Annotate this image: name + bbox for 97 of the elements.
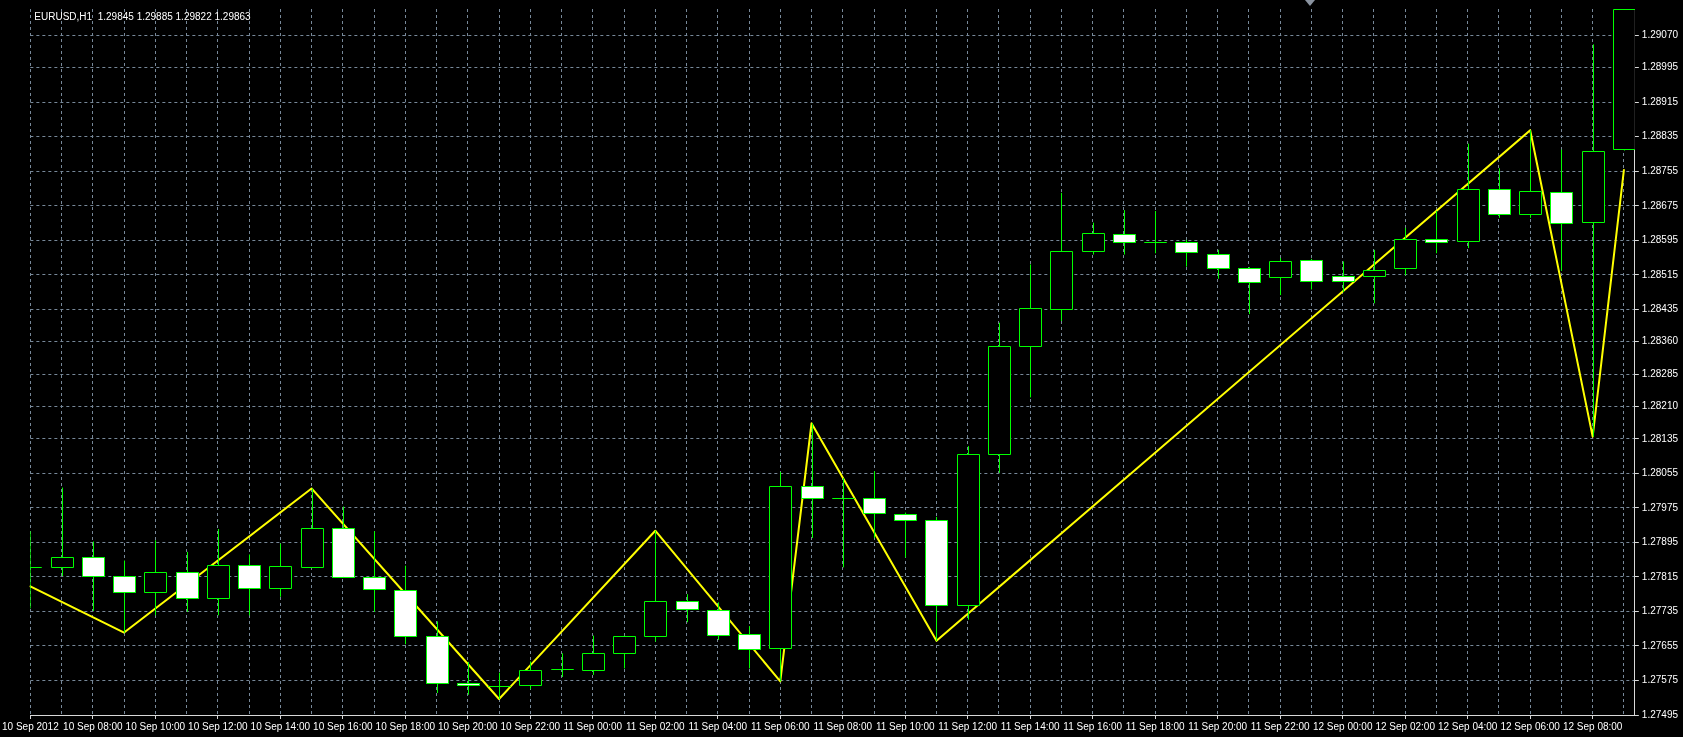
x-tick-label: 11 Sep 20:00 xyxy=(1188,720,1248,732)
x-tick-label: 11 Sep 14:00 xyxy=(1000,720,1061,732)
x-tick-label: 10 Sep 16:00 xyxy=(313,720,374,732)
candlestick xyxy=(176,551,199,613)
x-tick-label: 12 Sep 06:00 xyxy=(1500,720,1561,732)
candlestick xyxy=(613,635,636,669)
candlestick xyxy=(1488,167,1511,219)
candlestick xyxy=(582,635,605,676)
x-tick-label: 10 Sep 2012 xyxy=(2,720,60,732)
x-tick-label: 10 Sep 08:00 xyxy=(63,720,124,732)
candlestick xyxy=(863,470,886,539)
candlestick xyxy=(1425,210,1448,254)
x-tick-label: 10 Sep 18:00 xyxy=(375,720,436,732)
candlestick xyxy=(1363,249,1386,304)
x-tick-label: 12 Sep 02:00 xyxy=(1375,720,1436,732)
y-tick-label: 1.28435 xyxy=(1641,303,1679,315)
x-tick-label: 11 Sep 16:00 xyxy=(1063,720,1123,732)
candlestick xyxy=(144,539,167,616)
candlestick xyxy=(1519,129,1542,219)
y-tick-label: 1.29070 xyxy=(1641,29,1679,41)
candlestick xyxy=(957,445,980,621)
chart-title: EURUSD,H1 1.29845 1.29885 1.29822 1.29863 xyxy=(34,10,252,22)
y-tick-label: 1.28360 xyxy=(1641,335,1679,347)
candlestick xyxy=(1050,192,1073,322)
candlestick xyxy=(207,528,230,616)
y-tick-label: 1.28675 xyxy=(1641,199,1679,211)
y-tick-label: 1.28135 xyxy=(1641,432,1679,444)
y-tick-label: 1.27815 xyxy=(1641,570,1679,582)
candlestick xyxy=(676,593,699,623)
x-tick-label: 11 Sep 12:00 xyxy=(938,720,998,732)
y-tick-label: 1.28210 xyxy=(1641,400,1679,412)
x-tick-label: 10 Sep 12:00 xyxy=(188,720,249,732)
y-tick-label: 1.28835 xyxy=(1641,130,1679,142)
candlestick xyxy=(1269,257,1292,296)
y-tick-label: 1.28915 xyxy=(1641,95,1679,107)
candlestick xyxy=(51,487,74,577)
x-tick-label: 10 Sep 10:00 xyxy=(125,720,186,732)
candlestick xyxy=(426,620,449,694)
candlestick xyxy=(269,543,292,598)
x-tick-label: 12 Sep 00:00 xyxy=(1312,720,1373,732)
candlestick xyxy=(1019,263,1042,398)
x-tick-label: 11 Sep 22:00 xyxy=(1250,720,1311,732)
y-tick-label: 1.28995 xyxy=(1641,61,1679,73)
candlestick xyxy=(1238,266,1261,315)
candlestick xyxy=(1082,222,1105,256)
y-tick-label: 1.27655 xyxy=(1641,639,1679,651)
x-tick-label: 11 Sep 04:00 xyxy=(688,720,748,732)
y-tick-label: 1.28755 xyxy=(1641,165,1679,177)
x-tick-label: 10 Sep 22:00 xyxy=(500,720,561,732)
x-tick-label: 11 Sep 06:00 xyxy=(750,720,811,732)
y-tick-label: 1.28055 xyxy=(1641,467,1679,479)
x-tick-label: 11 Sep 00:00 xyxy=(563,720,623,732)
candlestick xyxy=(988,322,1011,474)
candlestick xyxy=(1394,227,1417,276)
x-tick-label: 10 Sep 20:00 xyxy=(438,720,498,732)
candlestick xyxy=(894,512,917,558)
candlestick xyxy=(1144,210,1167,254)
x-tick-label: 12 Sep 04:00 xyxy=(1437,720,1498,732)
candlestick xyxy=(644,530,667,643)
candlestick xyxy=(82,541,105,612)
y-tick-label: 1.27575 xyxy=(1641,674,1679,686)
candlestick xyxy=(1300,258,1323,290)
y-tick-label: 1.27895 xyxy=(1641,536,1679,548)
candlestick xyxy=(551,652,574,678)
candlestick xyxy=(1113,209,1136,256)
candlestick xyxy=(1550,149,1573,272)
candlestick xyxy=(394,565,417,645)
y-tick-label: 1.27975 xyxy=(1641,501,1679,513)
candlestick xyxy=(113,560,136,634)
y-tick-label: 1.27735 xyxy=(1641,605,1679,617)
candlestick xyxy=(488,672,511,700)
x-tick-label: 11 Sep 10:00 xyxy=(875,720,936,732)
x-tick-label: 10 Sep 14:00 xyxy=(250,720,311,732)
candlestick xyxy=(925,516,948,642)
x-tick-label: 11 Sep 02:00 xyxy=(625,720,686,732)
candlestick xyxy=(1175,239,1198,268)
candlestick xyxy=(519,660,542,690)
x-tick-label: 12 Sep 08:00 xyxy=(1562,720,1623,732)
candlestick xyxy=(238,553,261,616)
candlestick xyxy=(707,601,730,641)
candlestick xyxy=(769,471,792,682)
y-tick-label: 1.28595 xyxy=(1641,234,1679,246)
x-tick-label: 11 Sep 18:00 xyxy=(1125,720,1186,732)
candlestick xyxy=(1457,143,1480,249)
candlestick xyxy=(457,661,480,696)
candlestick xyxy=(801,422,824,539)
candlestick xyxy=(738,625,761,669)
y-tick-label: 1.28515 xyxy=(1641,268,1679,280)
y-tick-label: 1.27495 xyxy=(1641,708,1679,720)
candlestick xyxy=(1332,260,1355,293)
candlestick xyxy=(832,477,855,568)
y-tick-label: 1.28285 xyxy=(1641,367,1679,379)
x-tick-label: 11 Sep 08:00 xyxy=(813,720,873,732)
candlestick xyxy=(332,506,355,578)
candlestick xyxy=(363,530,386,613)
candlestick xyxy=(1207,249,1230,280)
candlestick xyxy=(301,487,324,569)
